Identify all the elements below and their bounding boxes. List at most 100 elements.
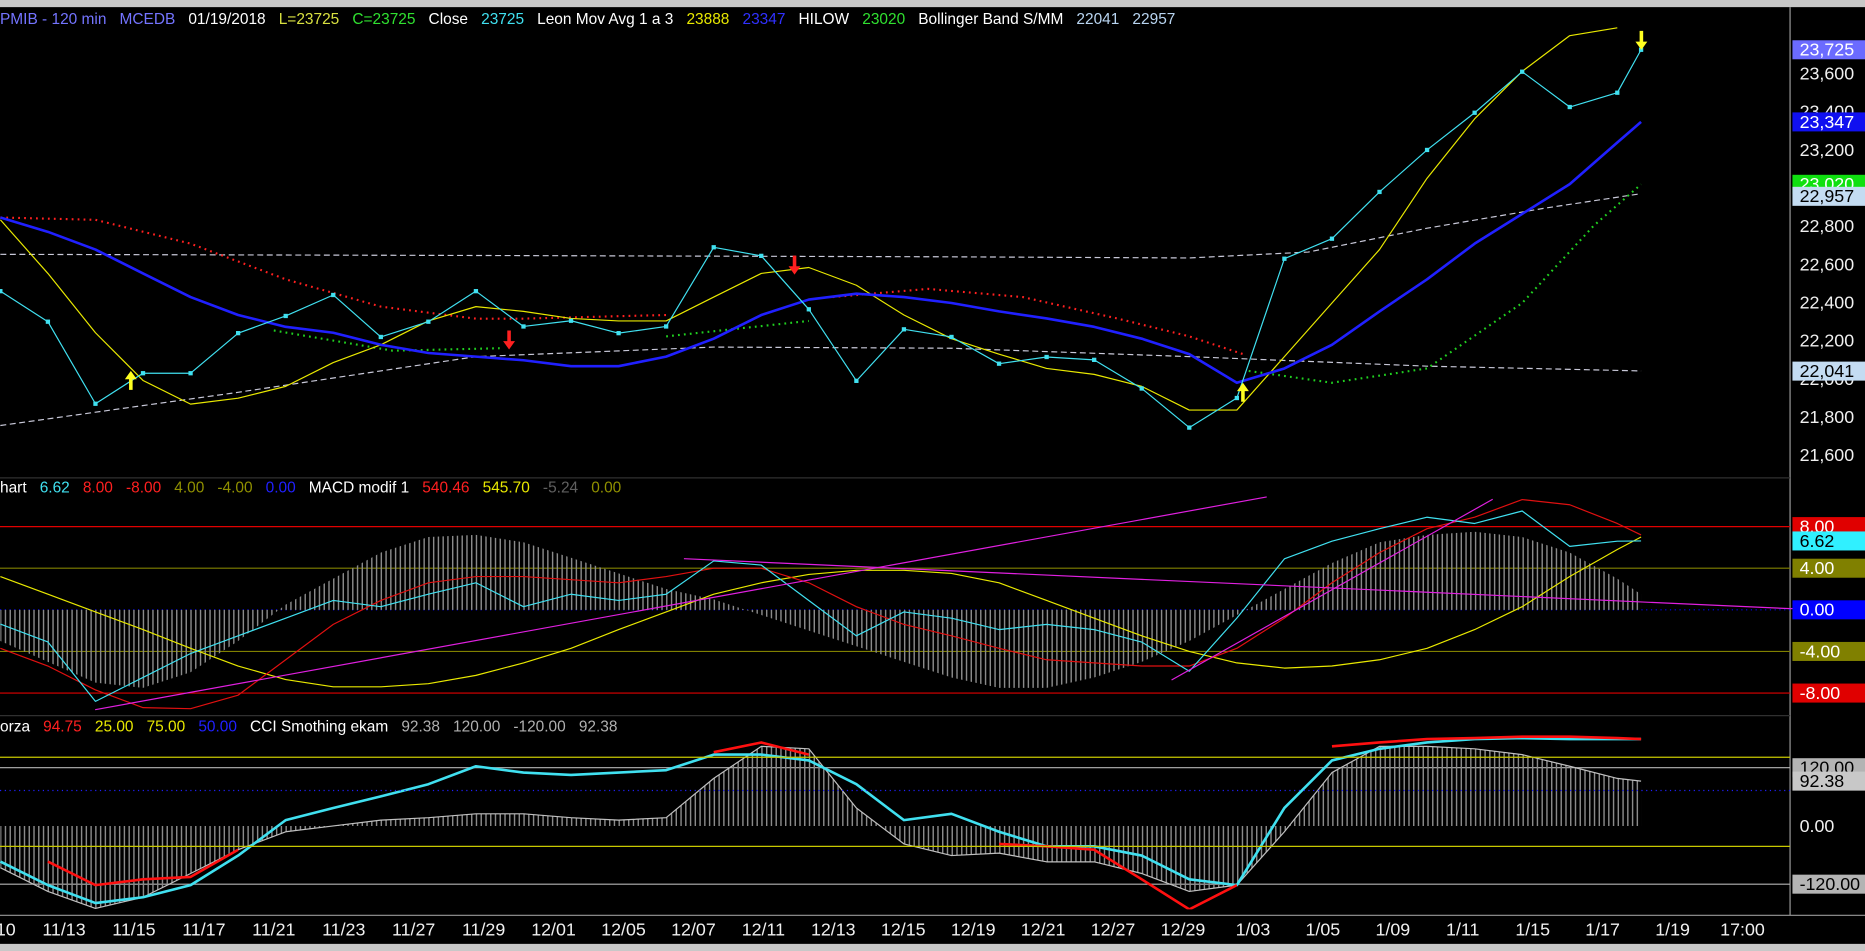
price-point [664, 324, 669, 329]
tick-label-bg [1792, 683, 1865, 703]
x-tick-label: 12/13 [811, 919, 856, 939]
header-item: HILOW [799, 11, 850, 28]
x-tick-label: 12/01 [531, 919, 576, 939]
value-flag-label: 23,347 [1800, 112, 1855, 132]
series-line [0, 216, 1244, 356]
value-flag [1792, 40, 1865, 60]
trendline [1171, 498, 1494, 681]
price-point [996, 361, 1002, 366]
x-tick-label: 1/03 [1236, 919, 1271, 939]
x-tick-label: 1/17 [1585, 919, 1620, 939]
x-tick-label: 12/07 [671, 919, 716, 939]
x-tick-label: 11/13 [42, 919, 85, 939]
value-flag [1792, 186, 1865, 206]
header-item: 540.46 [422, 480, 469, 497]
header-item: C=23725 [352, 11, 415, 28]
header-item: 23020 [862, 11, 905, 28]
header-item: 120.00 [453, 719, 500, 736]
header-item: 50.00 [198, 719, 237, 736]
buy-arrow [1236, 382, 1249, 402]
price-point [1638, 47, 1644, 52]
x-tick-label: 11/27 [392, 919, 435, 939]
header-item: -5.24 [543, 480, 579, 497]
header-item: 22041 [1076, 11, 1119, 28]
series-line [273, 183, 1642, 384]
price-point [93, 401, 98, 406]
x-tick-label: 1/15 [1515, 919, 1550, 939]
series-line [0, 498, 1642, 710]
y-tick-label: 21,800 [1800, 407, 1855, 427]
y-tick-label: 21,600 [1800, 445, 1855, 465]
value-flag [1792, 361, 1865, 381]
header-item: 25.00 [95, 719, 134, 736]
panel-plot [0, 27, 1644, 430]
header-item: 545.70 [483, 480, 530, 497]
tick-label-bg [1792, 517, 1865, 537]
price-point [1139, 386, 1144, 391]
header-item: 0.00 [266, 480, 296, 497]
histogram [0, 746, 1642, 909]
trendline [95, 496, 1267, 711]
series-line [0, 193, 1642, 259]
tick-label-bg [1792, 600, 1865, 620]
axis-labels: PMIB - 120 min MCEDB 01/19/2018 L=23725 C=23… [0, 11, 1865, 939]
header-item: L=23725 [279, 11, 340, 28]
header-item: -8.00 [126, 480, 161, 497]
price-point [1092, 357, 1097, 363]
series-line [0, 27, 1618, 411]
x-tick-label: 1/11 [1446, 919, 1479, 939]
panel-header: orza 94.75 25.00 75.00 50.00 CCI Smothing eka… [0, 719, 617, 736]
price-point [140, 371, 146, 376]
header-item: hart [0, 480, 27, 497]
header-item: -120.00 [513, 719, 565, 736]
header-item: 23725 [481, 11, 524, 28]
price-point [1377, 189, 1382, 195]
header-item: 6.62 [40, 480, 70, 497]
header-item: 0.00 [591, 480, 621, 497]
price-point [1472, 110, 1477, 115]
x-tick-label: 12/11 [742, 919, 785, 939]
header-item: 01/19/2018 [188, 11, 265, 28]
x-tick-label: 11/15 [112, 919, 155, 939]
price-point [0, 289, 3, 294]
value-flag-label: 23,725 [1800, 40, 1855, 60]
y-tick-label: 4.00 [1800, 558, 1835, 578]
x-tick-label: 11/21 [252, 919, 295, 939]
panel-plot [0, 735, 1642, 910]
price-point [901, 327, 907, 332]
x-tick-label: 17:00 [1720, 919, 1765, 939]
price-point [568, 318, 574, 323]
x-tick-label: 1/05 [1306, 919, 1341, 939]
header-item: CCI Smothing ekam [250, 719, 388, 736]
x-tick-label: 1/19 [1655, 919, 1690, 939]
value-flag [1792, 112, 1865, 132]
header-item: 23347 [742, 11, 785, 28]
header-item: 92.38 [401, 719, 440, 736]
y-tick-label: 0.00 [1800, 600, 1835, 620]
value-flag-label: 92.38 [1800, 771, 1845, 791]
header-item: 92.38 [579, 719, 618, 736]
header-item: MCEDB [120, 11, 176, 28]
price-point [235, 331, 241, 336]
price-point [1234, 395, 1239, 401]
header-item: -4.00 [217, 480, 252, 497]
series-line [0, 536, 1642, 688]
price-point [1424, 147, 1430, 153]
price-point [854, 378, 859, 383]
header-item: PMIB - 120 min [0, 11, 106, 28]
sell-arrow [788, 255, 801, 275]
x-tick-label: 12/19 [951, 919, 996, 939]
price-point [806, 307, 811, 312]
tick-label-bg [1792, 558, 1865, 578]
x-tick-label: 12/29 [1161, 919, 1206, 939]
value-flag-label: 22,957 [1800, 186, 1855, 206]
y-tick-label: 23,600 [1800, 64, 1855, 84]
price-point [1615, 90, 1620, 95]
y-tick-label: 22,400 [1800, 293, 1855, 313]
value-flag-label: 6.62 [1800, 531, 1835, 551]
y-tick-label: 22,800 [1800, 216, 1855, 236]
series-line [0, 346, 1642, 427]
price-point [283, 313, 288, 319]
